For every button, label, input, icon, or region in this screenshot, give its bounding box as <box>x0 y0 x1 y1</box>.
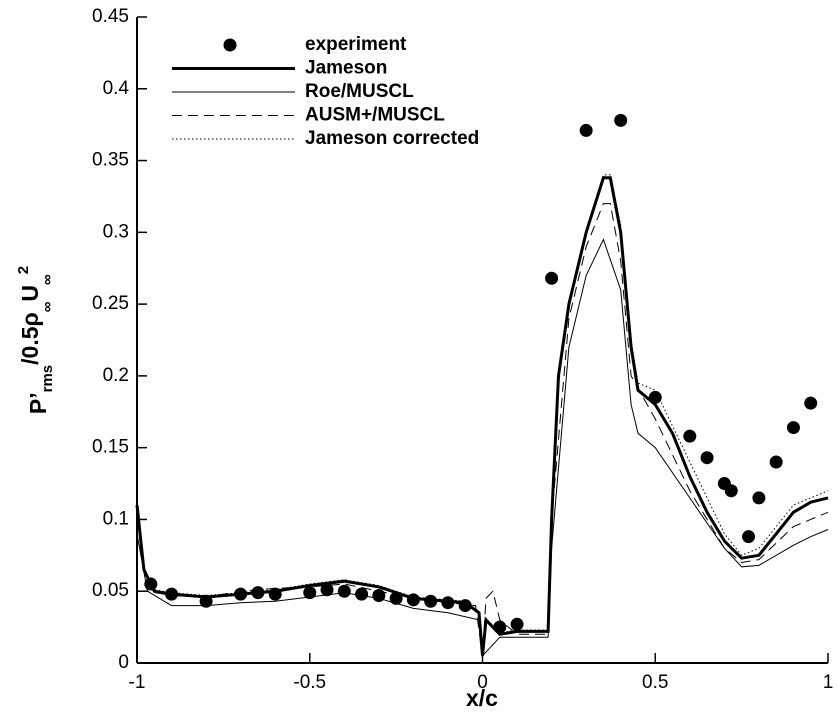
y-axis-label: P’rms/0.5ρ∞U∞2 <box>15 266 56 414</box>
y-axis-label-part: ∞ <box>39 274 56 285</box>
y-axis-label-part: U <box>17 285 43 302</box>
data-point <box>769 455 783 469</box>
y-tick-label: 0.1 <box>103 508 129 529</box>
x-axis-label: x/c <box>466 685 498 711</box>
data-point <box>804 396 818 410</box>
y-tick-label: 0.25 <box>92 293 129 314</box>
legend-label: AUSM+/MUSCL <box>305 105 445 126</box>
data-point <box>320 583 334 597</box>
data-point <box>724 484 738 498</box>
x-tick-label: 0 <box>477 672 488 693</box>
y-tick-label: 0 <box>118 652 129 673</box>
y-tick-label: 0.4 <box>103 78 130 99</box>
y-tick-label: 0.2 <box>103 365 129 386</box>
legend-label: experiment <box>305 34 407 55</box>
data-point <box>700 451 714 465</box>
data-point <box>579 123 593 137</box>
legend-label: Roe/MUSCL <box>305 81 414 102</box>
x-tick-label: -1 <box>129 672 146 693</box>
data-point <box>545 271 559 285</box>
series-line <box>136 174 829 656</box>
y-axis-label-part: ∞ <box>39 301 56 312</box>
x-tick-label: 1 <box>823 672 834 693</box>
legend-label: Jameson corrected <box>305 128 479 149</box>
y-axis-label-part: P’ <box>25 392 51 414</box>
data-point <box>355 587 369 601</box>
y-axis-label-part: /0.5ρ <box>17 312 43 365</box>
legend-label: Jameson <box>305 58 387 79</box>
y-tick-label: 0.35 <box>92 150 129 171</box>
x-tick-label: -0.5 <box>293 672 326 693</box>
data-point <box>683 429 697 443</box>
y-axis-label-text: P’rms/0.5ρ∞U∞2 <box>15 266 56 414</box>
y-axis-label-part: 2 <box>15 266 32 274</box>
data-point <box>337 584 351 598</box>
data-point <box>786 421 800 435</box>
y-tick-label: 0.15 <box>92 437 129 458</box>
data-point <box>614 113 628 127</box>
y-axis-label-part: rms <box>39 365 56 393</box>
data-point <box>303 586 317 600</box>
x-tick-label: 0.5 <box>642 672 668 693</box>
y-tick-label: 0.05 <box>92 580 129 601</box>
legend-marker <box>223 38 237 52</box>
y-tick-label: 0.45 <box>92 6 129 27</box>
data-point <box>742 530 756 544</box>
series-line <box>135 176 829 656</box>
data-point <box>752 491 766 505</box>
data-point <box>510 617 524 631</box>
y-tick-label: 0.3 <box>103 221 129 242</box>
